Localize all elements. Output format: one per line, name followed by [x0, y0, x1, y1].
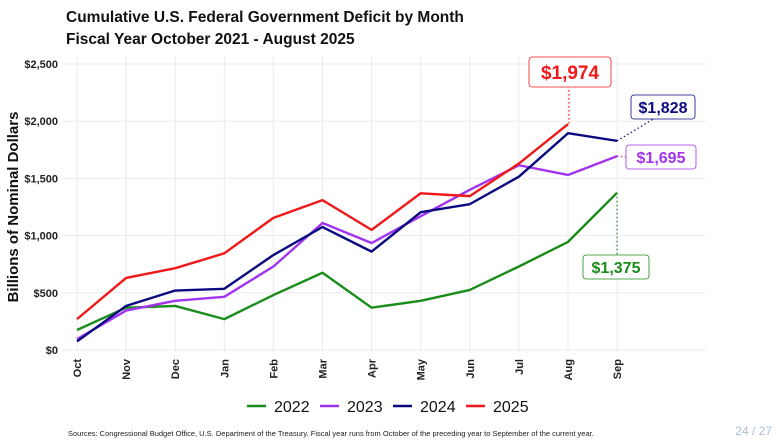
end-label-box — [630, 94, 696, 120]
y-tick-label: $1,500 — [24, 173, 58, 185]
x-tick-label: Feb — [268, 359, 280, 379]
chart-title: Cumulative U.S. Federal Government Defic… — [66, 9, 464, 26]
x-tick-label: May — [416, 358, 428, 380]
x-tick-label: Nov — [121, 358, 133, 380]
x-tick-label: Sep — [612, 359, 624, 379]
y-tick-label: $1,000 — [24, 231, 58, 243]
x-tick-label: Jan — [219, 359, 231, 378]
series-line-2024 — [76, 132, 618, 343]
y-tick-label: $2,500 — [24, 59, 58, 71]
x-tick-label: Oct — [72, 359, 84, 378]
chart-subtitle: Fiscal Year October 2021 - August 2025 — [66, 31, 355, 48]
x-tick-label: Apr — [367, 358, 379, 378]
end-label-2022: $1,375 — [592, 260, 641, 277]
end-label-box — [625, 144, 697, 170]
legend-label-2022: 2022 — [274, 399, 310, 416]
sources-note: Sources: Congressional Budget Office, U.… — [68, 429, 594, 438]
legend-label-2025: 2025 — [493, 399, 529, 416]
series-line-2022 — [76, 191, 618, 332]
x-tick-label: Mar — [318, 358, 330, 378]
legend-label-2024: 2024 — [420, 399, 456, 416]
y-tick-label: $500 — [34, 288, 58, 300]
y-axis-label: Billions of Nominal Dollars — [5, 112, 22, 303]
series-line-2025 — [76, 123, 569, 321]
x-tick-label: Jul — [514, 359, 526, 375]
end-label-box — [528, 56, 612, 88]
x-tick-label: Dec — [170, 359, 182, 379]
end-label-box — [582, 254, 650, 280]
y-tick-label: $2,000 — [24, 116, 58, 128]
series-line-2023 — [76, 154, 618, 341]
end-label-connector — [616, 155, 627, 158]
x-tick-label: Jun — [465, 359, 477, 379]
page-number: 24 / 27 — [735, 424, 772, 438]
end-label-2024: $1,828 — [639, 100, 688, 117]
y-tick-label: $0 — [46, 345, 58, 357]
end-label-2023: $1,695 — [637, 150, 686, 167]
end-label-connector — [616, 117, 656, 142]
end-label-2025: $1,974 — [541, 63, 600, 84]
x-tick-label: Aug — [563, 359, 575, 380]
legend-label-2023: 2023 — [347, 399, 383, 416]
